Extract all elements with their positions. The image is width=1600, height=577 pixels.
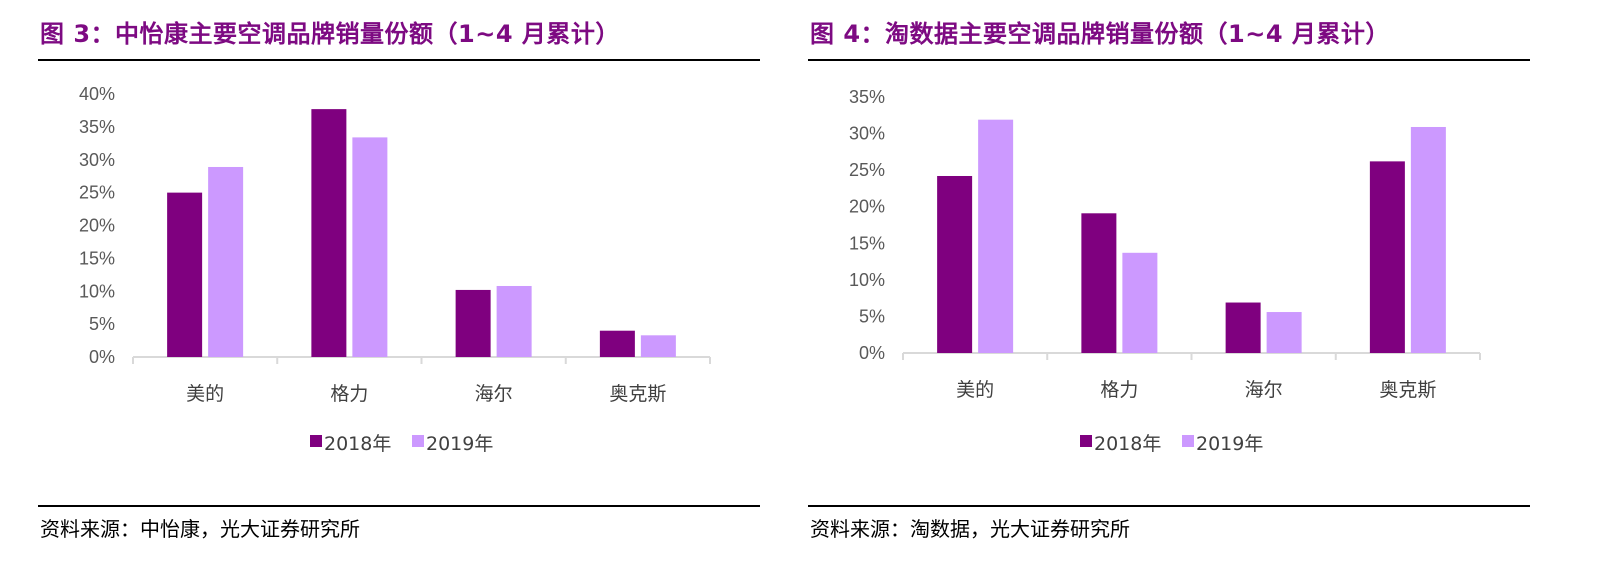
chart-title: 图 3：中怡康主要空调品牌销量份额（1~4 月累计） (40, 20, 620, 48)
source-note: 资料来源：淘数据，光大证券研究所 (810, 517, 1130, 541)
y-tick-label: 25% (79, 183, 115, 203)
legend-label: 2019年 (426, 433, 493, 455)
bar-2018年-海尔 (1225, 302, 1261, 353)
legend-swatch (412, 435, 424, 447)
x-category-label: 格力 (1100, 379, 1138, 401)
legend-label: 2018年 (324, 433, 391, 455)
bar-2018年-海尔 (455, 289, 491, 357)
legend-swatch (1182, 435, 1194, 447)
y-tick-label: 5% (859, 306, 885, 326)
x-category-label: 美的 (186, 383, 224, 405)
bar-chart: 0% 5% 10% 15% 20% 25% 30% 35% 美的 格力 海尔 奥克斯 2018年 2019… (849, 87, 1481, 455)
bar-2019年-海尔 (1266, 312, 1302, 353)
bar-chart: 0% 5% 10% 15% 20% 25% 30% 35% 40% 美的 格力 海尔 奥克斯 2018年 2… (79, 84, 711, 455)
bar-2019年-格力 (352, 137, 388, 357)
bar-2018年-奥克斯 (1369, 161, 1405, 353)
y-tick-label: 35% (79, 117, 115, 137)
legend-swatch (310, 435, 322, 447)
legend-label: 2019年 (1196, 433, 1263, 455)
y-tick-label: 30% (849, 124, 885, 144)
y-tick-label: 40% (79, 84, 115, 104)
source-divider (808, 505, 1530, 507)
y-tick-label: 10% (849, 270, 885, 290)
x-category-label: 奥克斯 (1379, 379, 1436, 401)
title-divider (38, 59, 760, 61)
bar-2018年-格力 (1081, 213, 1117, 353)
bar-2018年-美的 (167, 192, 203, 357)
x-category-label: 格力 (330, 383, 368, 405)
y-tick-label: 0% (89, 347, 115, 367)
x-category-label: 海尔 (1245, 379, 1283, 401)
bar-2018年-奥克斯 (599, 330, 635, 357)
y-tick-label: 30% (79, 150, 115, 170)
y-tick-label: 10% (79, 281, 115, 301)
x-category-label: 奥克斯 (609, 383, 666, 405)
source-note: 资料来源：中怡康，光大证券研究所 (40, 517, 360, 541)
x-category-label: 海尔 (475, 383, 513, 405)
y-tick-label: 25% (849, 160, 885, 180)
title-divider (808, 59, 1530, 61)
y-tick-label: 5% (89, 314, 115, 334)
y-tick-label: 0% (859, 343, 885, 363)
y-tick-label: 15% (849, 233, 885, 253)
legend-swatch (1080, 435, 1092, 447)
bar-2018年-格力 (311, 109, 347, 357)
y-tick-label: 20% (79, 216, 115, 236)
y-tick-label: 15% (79, 248, 115, 268)
y-tick-label: 20% (849, 197, 885, 217)
bar-2019年-奥克斯 (640, 335, 676, 357)
chart-title: 图 4：淘数据主要空调品牌销量份额（1~4 月累计） (810, 20, 1390, 48)
chart-panel-figure-3: 图 3：中怡康主要空调品牌销量份额（1~4 月累计） 0% 5% 10% 15% 20%… (38, 0, 760, 577)
x-category-label: 美的 (956, 379, 994, 401)
bar-2018年-美的 (937, 175, 973, 353)
bar-2019年-海尔 (496, 285, 532, 357)
bar-2019年-美的 (208, 166, 244, 357)
bar-2019年-格力 (1122, 252, 1158, 353)
chart-panel-figure-4: 图 4：淘数据主要空调品牌销量份额（1~4 月累计） 0% 5% 10% 15% 20%… (808, 0, 1530, 577)
bar-2019年-美的 (978, 119, 1014, 353)
bar-2019年-奥克斯 (1410, 126, 1446, 353)
source-divider (38, 505, 760, 507)
y-tick-label: 35% (849, 87, 885, 107)
legend-label: 2018年 (1094, 433, 1161, 455)
